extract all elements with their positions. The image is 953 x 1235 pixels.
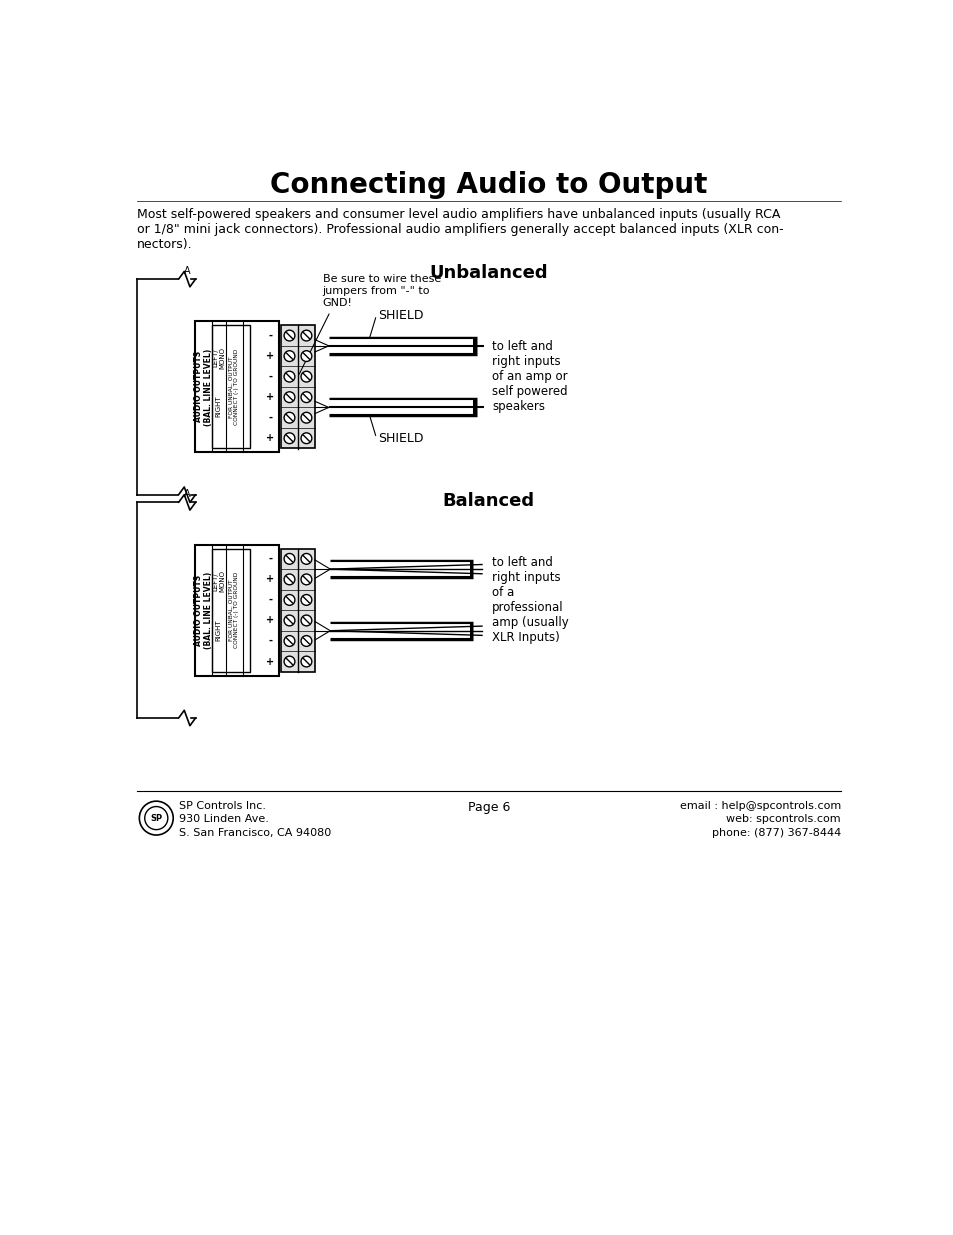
Circle shape bbox=[145, 806, 168, 830]
Circle shape bbox=[301, 351, 312, 362]
Text: A: A bbox=[184, 489, 191, 499]
Text: -: - bbox=[268, 331, 272, 341]
Text: -: - bbox=[268, 595, 272, 605]
Bar bbox=[281, 325, 314, 448]
Text: Be sure to wire these
jumpers from "-" to
GND!: Be sure to wire these jumpers from "-" t… bbox=[322, 274, 440, 308]
Circle shape bbox=[139, 802, 173, 835]
Text: +: + bbox=[266, 615, 274, 625]
Circle shape bbox=[284, 330, 294, 341]
Text: AUDIO OUTPUTS
(BAL. LINE LEVEL): AUDIO OUTPUTS (BAL. LINE LEVEL) bbox=[193, 348, 213, 426]
Text: RIGHT: RIGHT bbox=[215, 395, 221, 417]
Circle shape bbox=[284, 412, 294, 424]
Circle shape bbox=[301, 412, 312, 424]
Circle shape bbox=[284, 391, 294, 403]
Circle shape bbox=[284, 574, 294, 585]
Text: email : help@spcontrols.com
web: spcontrols.com
phone: (877) 367-8444: email : help@spcontrols.com web: spcontr… bbox=[679, 802, 840, 837]
Text: LEFT/
MONO: LEFT/ MONO bbox=[212, 347, 225, 369]
Text: Balanced: Balanced bbox=[442, 492, 535, 510]
Circle shape bbox=[301, 372, 312, 382]
Circle shape bbox=[284, 615, 294, 626]
Text: SHIELD: SHIELD bbox=[377, 432, 423, 445]
Text: LEFT/
MONO: LEFT/ MONO bbox=[212, 571, 225, 593]
Circle shape bbox=[301, 615, 312, 626]
Text: +: + bbox=[266, 351, 274, 361]
Text: +: + bbox=[266, 433, 274, 443]
Circle shape bbox=[284, 636, 294, 646]
Circle shape bbox=[284, 432, 294, 443]
Text: to left and
right inputs
of an amp or
self powered
speakers: to left and right inputs of an amp or se… bbox=[492, 340, 567, 414]
Text: +: + bbox=[266, 574, 274, 584]
Text: AUDIO OUTPUTS
(BAL. LINE LEVEL): AUDIO OUTPUTS (BAL. LINE LEVEL) bbox=[193, 572, 213, 648]
Bar bbox=[212, 548, 250, 672]
Bar bbox=[281, 548, 314, 672]
Circle shape bbox=[284, 656, 294, 667]
Text: Page 6: Page 6 bbox=[467, 802, 510, 814]
Text: -: - bbox=[268, 636, 272, 646]
Text: RIGHT: RIGHT bbox=[215, 619, 221, 641]
Text: -: - bbox=[268, 553, 272, 564]
Circle shape bbox=[284, 553, 294, 564]
Text: FOR UNBAL. OUTPUT
CONNECT (-) TO GROUND: FOR UNBAL. OUTPUT CONNECT (-) TO GROUND bbox=[229, 348, 239, 425]
Text: +: + bbox=[266, 393, 274, 403]
Text: A: A bbox=[184, 266, 191, 275]
Bar bbox=[194, 545, 279, 676]
Text: Unbalanced: Unbalanced bbox=[429, 264, 548, 282]
Circle shape bbox=[301, 553, 312, 564]
Circle shape bbox=[284, 351, 294, 362]
Text: SHIELD: SHIELD bbox=[377, 309, 423, 321]
Text: Most self-powered speakers and consumer level audio amplifiers have unbalanced i: Most self-powered speakers and consumer … bbox=[137, 209, 782, 251]
Circle shape bbox=[301, 636, 312, 646]
Circle shape bbox=[301, 594, 312, 605]
Circle shape bbox=[301, 330, 312, 341]
Circle shape bbox=[301, 574, 312, 585]
Text: SP: SP bbox=[150, 814, 162, 823]
Text: Connecting Audio to Output: Connecting Audio to Output bbox=[270, 172, 707, 199]
Circle shape bbox=[301, 432, 312, 443]
Circle shape bbox=[301, 391, 312, 403]
Text: -: - bbox=[268, 412, 272, 422]
Text: to left and
right inputs
of a
professional
amp (usually
XLR Inputs): to left and right inputs of a profession… bbox=[492, 556, 568, 643]
Text: +: + bbox=[266, 657, 274, 667]
Bar bbox=[212, 325, 250, 448]
Bar bbox=[194, 321, 279, 452]
Text: SP Controls Inc.
930 Linden Ave.
S. San Francisco, CA 94080: SP Controls Inc. 930 Linden Ave. S. San … bbox=[179, 802, 332, 837]
Circle shape bbox=[284, 594, 294, 605]
Circle shape bbox=[284, 372, 294, 382]
Text: -: - bbox=[268, 372, 272, 382]
Text: FOR UNBAL. OUTPUT
CONNECT (-) TO GROUND: FOR UNBAL. OUTPUT CONNECT (-) TO GROUND bbox=[229, 572, 239, 648]
Circle shape bbox=[301, 656, 312, 667]
